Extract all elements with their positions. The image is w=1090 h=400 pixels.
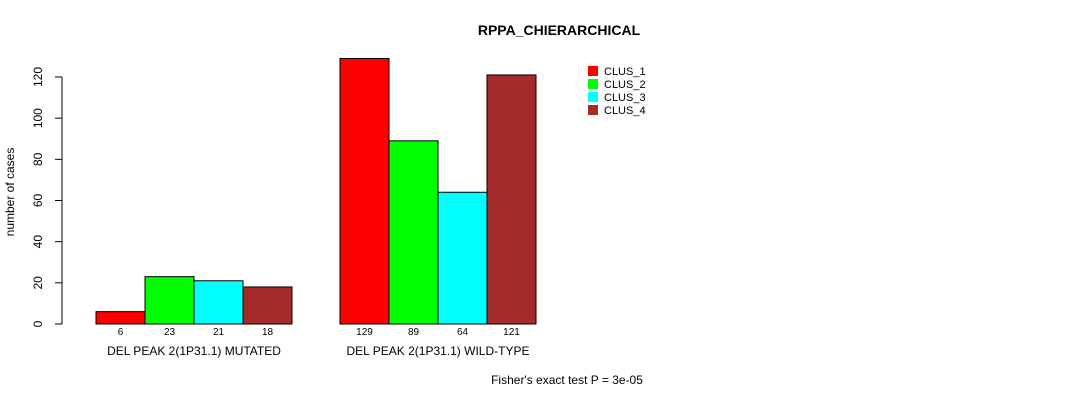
bar-clus-2 xyxy=(145,277,194,324)
y-axis-label: number of cases xyxy=(3,148,17,237)
bar-clus-2 xyxy=(389,141,438,324)
bar-value-label: 18 xyxy=(262,327,274,338)
bar-value-label: 89 xyxy=(408,327,420,338)
group-label: DEL PEAK 2(1P31.1) WILD-TYPE xyxy=(347,344,530,358)
footnote: Fisher's exact test P = 3e-05 xyxy=(491,373,643,387)
bar-clus-3 xyxy=(194,281,243,324)
group-label: DEL PEAK 2(1P31.1) MUTATED xyxy=(107,344,281,358)
bar-value-label: 64 xyxy=(457,327,469,338)
y-tick-label: 60 xyxy=(31,194,45,208)
legend-label: CLUS_4 xyxy=(604,105,646,117)
y-tick-label: 20 xyxy=(31,276,45,290)
y-tick-label: 0 xyxy=(31,320,45,327)
bars: 6 23 21 18 DEL PEAK 2(1P31.1) MUTATED 129 89 64… xyxy=(96,58,536,358)
y-tick-label: 80 xyxy=(31,152,45,166)
bar-value-label: 121 xyxy=(503,327,520,338)
legend-label: CLUS_1 xyxy=(604,66,646,78)
chart-title: RPPA_CHIERARCHICAL xyxy=(478,22,641,38)
legend-swatch xyxy=(588,105,598,115)
y-tick-label: 120 xyxy=(31,67,45,87)
y-tick-label: 40 xyxy=(31,235,45,249)
legend-swatch xyxy=(588,66,598,76)
legend-swatch xyxy=(588,79,598,89)
bar-clus-1 xyxy=(340,58,389,324)
legend-label: CLUS_2 xyxy=(604,79,646,91)
bar-clus-1 xyxy=(96,312,145,324)
bar-clus-4 xyxy=(487,75,536,324)
y-axis: 0 20 40 60 80 100 120 xyxy=(31,67,62,328)
bar-value-label: 21 xyxy=(213,327,225,338)
chart: RPPA_CHIERARCHICAL number of cases Fishe… xyxy=(0,0,1090,400)
bar-value-label: 129 xyxy=(356,327,373,338)
legend-label: CLUS_3 xyxy=(604,92,646,104)
bar-clus-4 xyxy=(243,287,292,324)
y-tick-label: 100 xyxy=(31,108,45,128)
bar-value-label: 23 xyxy=(164,327,176,338)
bar-value-label: 6 xyxy=(118,327,124,338)
legend-swatch xyxy=(588,92,598,102)
bar-clus-3 xyxy=(438,192,487,324)
